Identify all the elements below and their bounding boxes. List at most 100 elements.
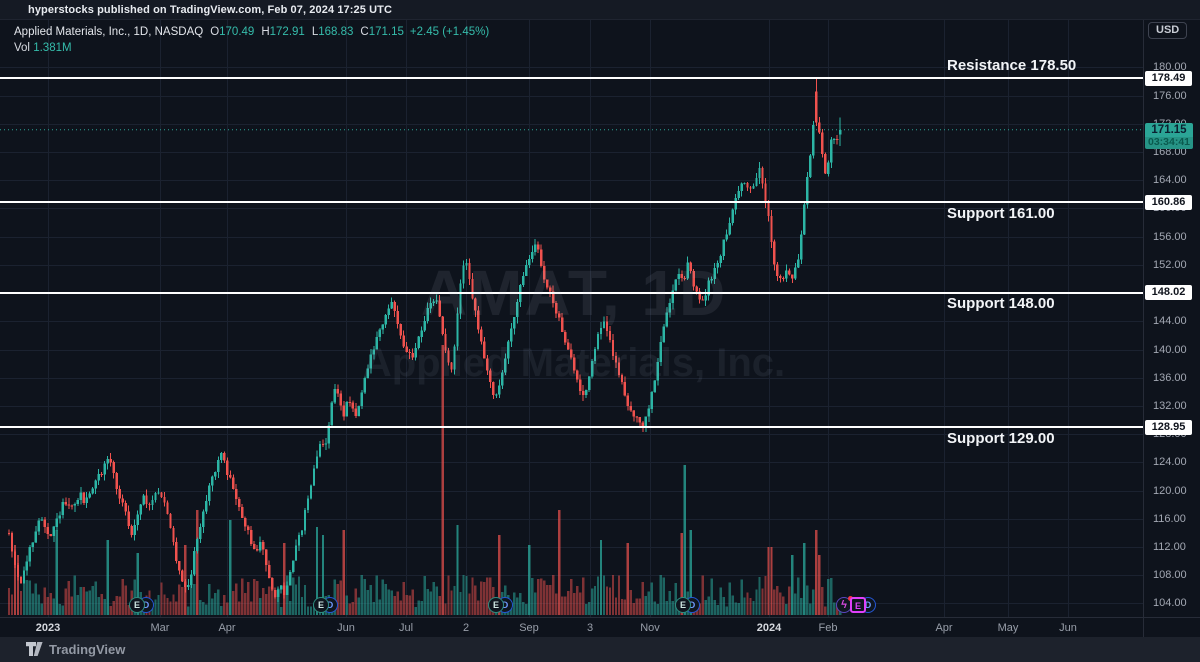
horizontal-gridline [0,491,1143,492]
tradingview-logo-text: TradingView [49,642,126,657]
price-tick-label: 176.00 [1153,89,1187,102]
ohlc-values: O170.49 H172.91 L168.83 C171.15 [203,26,404,38]
horizontal-gridline [0,237,1143,238]
volume-label: Vol [14,42,30,54]
time-tick-label: May [997,622,1019,634]
price-tick-label: 116.00 [1153,512,1186,525]
price-tick-label: 152.00 [1153,258,1187,271]
horizontal-gridline [0,180,1143,181]
attribution-text: hyperstocks published on TradingView.com… [28,4,393,16]
price-tick-label: 140.00 [1153,343,1187,356]
horizontal-gridline [0,124,1143,125]
time-tick-label: Jun [1059,622,1077,634]
time-tick-label: 2023 [35,622,61,634]
change-value: +2.45 (+1.45%) [409,26,490,38]
vertical-gridline [529,20,530,617]
vertical-gridline [828,20,829,617]
currency-toggle-button[interactable]: USD [1148,22,1188,39]
price-tick-label: 164.00 [1153,174,1187,187]
level-price-badge: 160.86 [1145,194,1192,210]
ohlc-key: C [360,26,369,38]
level-price-badge: 178.49 [1145,70,1192,86]
last-price-badge: 171.15 03:34:41 [1145,122,1193,149]
level-label[interactable]: Support 148.00 [947,295,1055,312]
horizontal-gridline [0,519,1143,520]
vertical-gridline [590,20,591,617]
level-line[interactable] [0,77,1143,79]
axis-corner [1143,617,1200,637]
time-axis[interactable]: 2023 Mar Apr Jun Jul 2 Sep 3 Nov 2024 Feb Apr May Jun [0,617,1143,637]
price-tick-label: 124.00 [1153,456,1187,469]
ohlc-value: 171.15 [368,26,404,38]
horizontal-gridline [0,208,1143,209]
vertical-gridline [160,20,161,617]
price-chart-canvas[interactable] [0,20,1143,617]
volume-value: 1.381M [33,42,72,54]
horizontal-gridline [0,96,1143,97]
horizontal-gridline [0,434,1143,435]
level-price-badge: 128.95 [1145,419,1192,435]
last-price-value: 171.15 [1151,123,1187,136]
price-tick-label: 156.00 [1153,230,1187,243]
vertical-gridline [466,20,467,617]
price-tick-label: 108.00 [1153,569,1187,582]
vertical-gridline [650,20,651,617]
time-tick-label: Feb [818,622,838,634]
horizontal-gridline [0,406,1143,407]
tradingview-logo-icon [26,642,43,656]
level-line[interactable] [0,426,1143,428]
support-resistance-lines[interactable] [0,77,1143,428]
time-tick-label: Apr [218,622,236,634]
horizontal-gridline [0,378,1143,379]
time-tick-label: Jun [337,622,355,634]
ohlc-key: O [210,26,220,38]
vertical-gridline [1068,20,1069,617]
tradingview-logo-link[interactable]: TradingView [26,641,125,658]
time-tick-label: Mar [150,622,170,634]
level-label[interactable]: Support 129.00 [947,430,1055,447]
level-price-badge: 148.02 [1145,285,1192,301]
level-line[interactable] [0,201,1143,203]
vertical-gridline [769,20,770,617]
earnings-marker[interactable]: E [313,597,329,613]
time-tick-label: 2024 [756,622,782,634]
horizontal-gridline [0,462,1143,463]
price-tick-label: 104.00 [1153,597,1187,610]
horizontal-gridline [0,265,1143,266]
ohlc-key: H [261,26,270,38]
time-tick-label: Jul [398,622,414,634]
price-tick-label: 144.00 [1153,315,1187,328]
ohlc-key: L [311,26,319,38]
level-label[interactable]: Support 161.00 [947,205,1055,222]
earnings-marker[interactable]: E [675,597,691,613]
horizontal-gridline [0,67,1143,68]
price-tick-label: 136.00 [1153,371,1187,384]
time-tick-label: 2 [462,622,470,634]
symbol-legend: Applied Materials, Inc., 1D, NASDAQ O170.… [14,24,489,56]
vertical-gridline [48,20,49,617]
level-label[interactable]: Resistance 178.50 [947,57,1077,74]
vertical-gridline [1008,20,1009,617]
horizontal-gridline [0,321,1143,322]
ohlc-value: 170.49 [219,26,255,38]
time-tick-label: Sep [519,622,539,634]
price-tick-label: 112.00 [1153,541,1186,554]
time-tick-label: 3 [586,622,594,634]
attribution-bar: hyperstocks published on TradingView.com… [0,0,1200,20]
vertical-gridline [346,20,347,617]
upcoming-earnings-marker[interactable]: E [850,597,866,613]
symbol-title[interactable]: Applied Materials, Inc., 1D, NASDAQ [14,26,204,38]
vertical-gridline [406,20,407,617]
earnings-marker[interactable]: E [129,597,145,613]
earnings-marker[interactable]: E [488,597,504,613]
price-axis[interactable]: USD 180.00176.00172.00168.00164.00160.00… [1143,20,1200,617]
vertical-gridline [227,20,228,617]
horizontal-gridline [0,575,1143,576]
level-line[interactable] [0,292,1143,294]
price-tick-label: 180.00 [1153,61,1187,74]
candlestick-series [7,78,842,602]
volume-pane [7,345,842,615]
ohlc-value: 168.83 [318,26,354,38]
vertical-gridline [944,20,945,617]
